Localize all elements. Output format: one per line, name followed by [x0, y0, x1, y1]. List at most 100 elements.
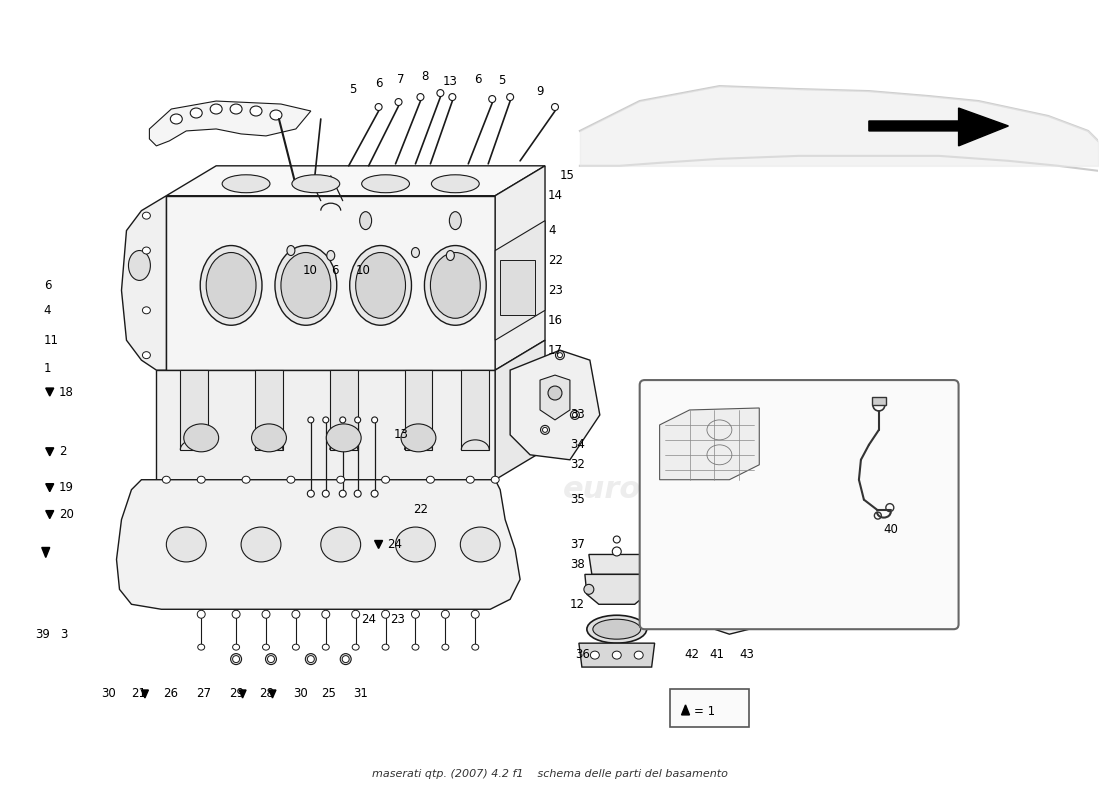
Ellipse shape: [342, 656, 349, 662]
Text: 14: 14: [548, 190, 563, 202]
Ellipse shape: [322, 490, 329, 497]
Polygon shape: [46, 448, 54, 456]
Ellipse shape: [764, 561, 773, 569]
Ellipse shape: [263, 644, 270, 650]
Ellipse shape: [587, 615, 647, 643]
Text: maserati qtp. (2007) 4.2 f1    schema delle parti del basamento: maserati qtp. (2007) 4.2 f1 schema delle…: [372, 769, 728, 778]
Ellipse shape: [231, 654, 242, 665]
Ellipse shape: [354, 490, 361, 497]
Text: 39: 39: [35, 628, 50, 641]
Ellipse shape: [210, 104, 222, 114]
Ellipse shape: [411, 247, 419, 258]
Ellipse shape: [230, 104, 242, 114]
Ellipse shape: [466, 476, 474, 483]
Ellipse shape: [375, 103, 382, 110]
Ellipse shape: [593, 619, 640, 639]
Ellipse shape: [232, 656, 240, 662]
Ellipse shape: [265, 654, 276, 665]
Text: 6: 6: [44, 279, 52, 292]
Polygon shape: [46, 510, 54, 518]
Text: 5: 5: [349, 82, 356, 95]
Text: 4: 4: [548, 224, 556, 237]
Ellipse shape: [250, 106, 262, 116]
Text: 17: 17: [548, 344, 563, 357]
Ellipse shape: [551, 103, 559, 110]
Ellipse shape: [327, 250, 334, 261]
Text: 38: 38: [570, 558, 585, 571]
Ellipse shape: [488, 95, 496, 102]
Ellipse shape: [280, 253, 331, 318]
Ellipse shape: [591, 651, 600, 659]
Ellipse shape: [308, 417, 314, 423]
Ellipse shape: [360, 212, 372, 230]
Ellipse shape: [548, 386, 562, 400]
Text: eurospares: eurospares: [563, 475, 756, 504]
Polygon shape: [46, 388, 54, 396]
Ellipse shape: [417, 94, 424, 101]
Ellipse shape: [635, 651, 643, 659]
Polygon shape: [375, 541, 383, 549]
Ellipse shape: [327, 424, 361, 452]
Ellipse shape: [402, 424, 436, 452]
Ellipse shape: [352, 610, 360, 618]
Ellipse shape: [307, 490, 315, 497]
Ellipse shape: [774, 614, 783, 622]
Text: 24: 24: [387, 538, 403, 551]
Ellipse shape: [449, 94, 455, 101]
Polygon shape: [270, 690, 276, 698]
Ellipse shape: [206, 253, 256, 318]
Polygon shape: [150, 101, 311, 146]
Ellipse shape: [142, 247, 151, 254]
FancyBboxPatch shape: [640, 380, 958, 630]
Polygon shape: [495, 340, 544, 480]
Text: 28: 28: [258, 687, 274, 701]
Ellipse shape: [262, 610, 270, 618]
Text: 32: 32: [570, 458, 585, 471]
Text: 7: 7: [397, 73, 405, 86]
Text: 10: 10: [355, 264, 371, 277]
Ellipse shape: [350, 246, 411, 326]
Ellipse shape: [614, 536, 620, 543]
Text: 23: 23: [548, 284, 563, 297]
Polygon shape: [42, 547, 50, 558]
Text: 13: 13: [443, 74, 458, 88]
Ellipse shape: [613, 651, 621, 659]
Polygon shape: [46, 484, 54, 492]
Ellipse shape: [200, 246, 262, 326]
Ellipse shape: [542, 427, 548, 432]
Ellipse shape: [431, 174, 480, 193]
Text: 6: 6: [331, 264, 339, 277]
Text: 30: 30: [293, 687, 308, 701]
Ellipse shape: [170, 114, 183, 124]
Ellipse shape: [695, 614, 704, 622]
Ellipse shape: [382, 610, 389, 618]
Ellipse shape: [252, 424, 286, 452]
Ellipse shape: [270, 110, 282, 120]
Ellipse shape: [129, 250, 151, 281]
Ellipse shape: [556, 350, 564, 360]
Polygon shape: [682, 705, 690, 715]
Polygon shape: [121, 196, 166, 370]
Text: 42: 42: [684, 648, 700, 661]
Ellipse shape: [471, 610, 480, 618]
Text: 8: 8: [421, 70, 429, 82]
Ellipse shape: [275, 246, 337, 326]
Text: 33: 33: [570, 409, 585, 422]
Ellipse shape: [472, 644, 478, 650]
Ellipse shape: [441, 610, 450, 618]
Ellipse shape: [322, 644, 329, 650]
Text: 4: 4: [44, 304, 52, 317]
Polygon shape: [660, 408, 759, 480]
Ellipse shape: [340, 654, 351, 665]
Ellipse shape: [427, 476, 434, 483]
Ellipse shape: [166, 527, 206, 562]
Ellipse shape: [640, 584, 650, 594]
Ellipse shape: [322, 610, 330, 618]
Ellipse shape: [705, 561, 714, 569]
Text: 29: 29: [229, 687, 244, 701]
Ellipse shape: [540, 426, 550, 434]
Ellipse shape: [425, 246, 486, 326]
Ellipse shape: [337, 476, 344, 483]
Text: 25: 25: [321, 687, 336, 701]
Text: 22: 22: [548, 254, 563, 267]
